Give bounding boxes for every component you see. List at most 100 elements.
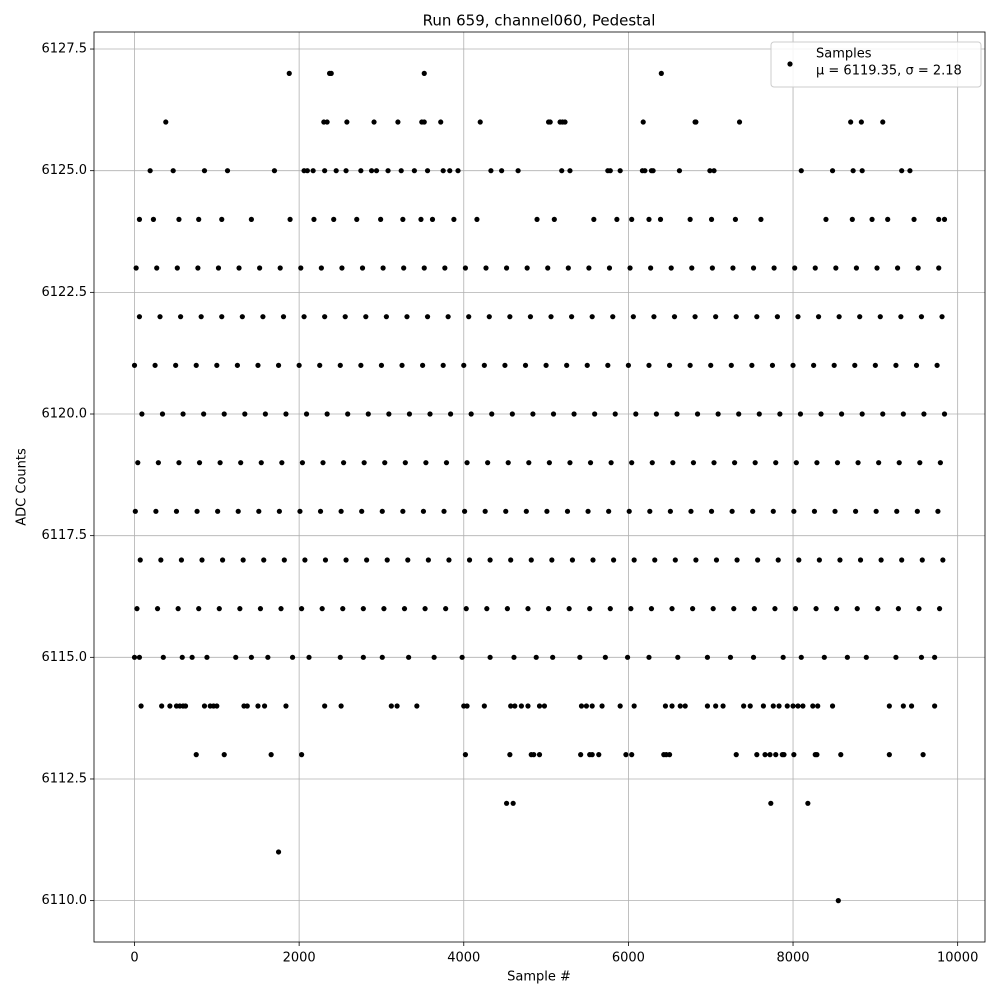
point: [363, 314, 369, 320]
point: [602, 654, 608, 660]
point: [729, 508, 735, 514]
point: [758, 216, 764, 222]
point: [547, 119, 553, 125]
y-tick-label: 6125.0: [42, 163, 88, 178]
point: [402, 460, 408, 466]
point: [915, 265, 921, 271]
point: [895, 606, 902, 612]
point: [829, 703, 836, 709]
point: [511, 654, 517, 660]
point: [671, 314, 678, 320]
point: [399, 362, 405, 368]
point: [248, 216, 254, 222]
point: [420, 508, 427, 514]
point: [464, 460, 470, 466]
point: [550, 411, 557, 417]
point: [214, 362, 220, 368]
point: [400, 216, 406, 222]
point: [606, 265, 613, 271]
point: [899, 168, 905, 174]
point: [617, 168, 623, 174]
point: [898, 314, 904, 320]
point: [676, 168, 683, 174]
point: [878, 557, 884, 563]
point: [852, 508, 859, 514]
point: [525, 703, 531, 709]
point: [157, 314, 163, 320]
point: [811, 362, 817, 368]
point: [917, 460, 923, 466]
point: [728, 362, 734, 368]
point: [368, 168, 375, 174]
point: [239, 314, 245, 320]
point: [541, 703, 548, 709]
point: [338, 508, 344, 514]
point: [750, 508, 756, 514]
point: [668, 265, 674, 271]
point: [173, 508, 180, 514]
x-axis-label: Sample #: [507, 970, 571, 985]
point: [358, 362, 364, 368]
legend-box: [770, 41, 982, 88]
point: [876, 460, 882, 466]
point: [405, 557, 411, 563]
point: [343, 557, 349, 563]
point: [271, 168, 278, 174]
point: [640, 119, 646, 125]
point: [526, 460, 532, 466]
point: [219, 216, 225, 222]
point: [339, 265, 345, 271]
point: [564, 362, 570, 368]
point: [751, 606, 757, 612]
point: [918, 314, 925, 320]
point: [378, 362, 385, 368]
point: [814, 752, 820, 758]
point: [773, 752, 779, 758]
point: [564, 508, 571, 514]
point: [306, 654, 312, 660]
point: [693, 119, 699, 125]
x-tick-label: 6000: [612, 951, 645, 966]
point: [255, 362, 261, 368]
point: [242, 411, 248, 417]
point: [687, 362, 693, 368]
point: [780, 654, 786, 660]
y-tick-label: 6122.5: [42, 285, 88, 300]
point: [858, 119, 864, 125]
point: [176, 460, 182, 466]
point: [838, 752, 844, 758]
point: [566, 606, 572, 612]
point: [485, 460, 491, 466]
point: [571, 411, 577, 417]
point: [425, 557, 431, 563]
point: [792, 606, 799, 612]
point: [689, 265, 695, 271]
point: [461, 362, 467, 368]
point: [585, 508, 591, 514]
point: [276, 508, 282, 514]
point: [815, 703, 821, 709]
point: [217, 460, 223, 466]
x-tick-label: 10000: [937, 951, 978, 966]
point: [486, 314, 492, 320]
point: [512, 703, 518, 709]
point: [857, 314, 863, 320]
point: [936, 216, 942, 222]
point: [591, 216, 597, 222]
point: [674, 411, 680, 417]
point: [324, 411, 330, 417]
point: [477, 119, 483, 125]
point: [627, 265, 633, 271]
point: [781, 752, 787, 758]
point: [201, 411, 207, 417]
point: [466, 557, 473, 563]
point: [798, 654, 804, 660]
point: [805, 800, 811, 806]
point: [690, 460, 697, 466]
point: [163, 119, 169, 125]
point: [258, 460, 264, 466]
point: [916, 606, 922, 612]
point: [371, 119, 377, 125]
point: [733, 752, 739, 758]
